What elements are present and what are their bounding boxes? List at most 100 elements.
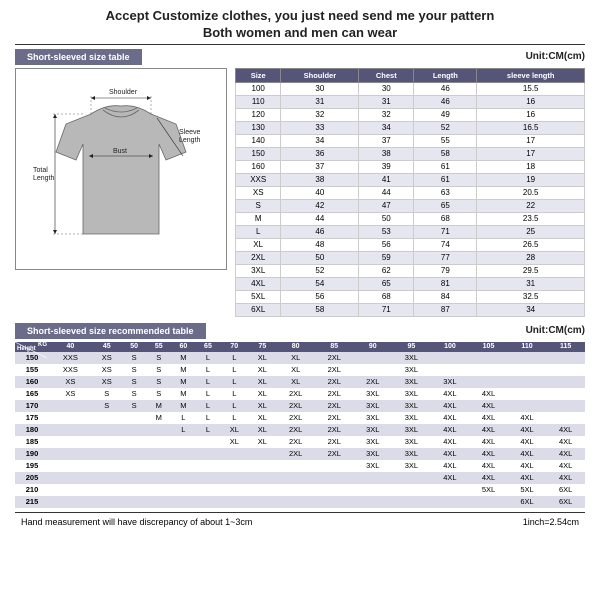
size-cell: 32.5 (477, 290, 585, 303)
size-cell: 49 (414, 108, 477, 121)
rec-cell (469, 496, 508, 508)
recommendation-table: KGHeight40455055606570758085909510010511… (15, 342, 585, 508)
size-cell: 20.5 (477, 186, 585, 199)
rec-weight-header: 50 (122, 342, 147, 352)
size-cell: 68 (414, 212, 477, 225)
size-cell: 34 (477, 303, 585, 316)
rec-cell: 4XL (508, 436, 547, 448)
rec-cell: S (122, 400, 147, 412)
rec-cell (49, 496, 92, 508)
table-row: M44506823.5 (236, 212, 585, 225)
rec-weight-header: 115 (546, 342, 585, 352)
table-row: XL48567426.5 (236, 238, 585, 251)
rec-cell: 4XL (546, 448, 585, 460)
rec-cell: M (171, 400, 196, 412)
size-table-banner: Short-sleeved size table (15, 49, 142, 65)
size-cell: 31 (359, 95, 414, 108)
rec-weight-header: 95 (392, 342, 431, 352)
size-cell: 29.5 (477, 264, 585, 277)
rec-cell: 6XL (546, 496, 585, 508)
table-row: 15036385817 (236, 147, 585, 160)
rec-cell (276, 472, 315, 484)
rec-cell: 3XL (392, 352, 431, 364)
size-table-header: Size (236, 68, 281, 82)
rec-cell (49, 424, 92, 436)
size-cell: 74 (414, 238, 477, 251)
rec-cell: L (196, 412, 221, 424)
rec-height-cell: 180 (15, 424, 49, 436)
size-cell: 32 (359, 108, 414, 121)
rec-cell: 4XL (469, 412, 508, 424)
rec-weight-header: 110 (508, 342, 547, 352)
table-row: 160XSXSSSMLLXLXL2XL2XL3XL3XL (15, 376, 585, 388)
size-cell: 58 (281, 303, 359, 316)
rec-cell (92, 412, 122, 424)
rec-cell (146, 484, 171, 496)
rec-cell: L (220, 376, 248, 388)
rec-height-cell: 165 (15, 388, 49, 400)
divider (15, 44, 585, 45)
rec-cell (49, 436, 92, 448)
rec-cell: S (122, 376, 147, 388)
rec-cell: 2XL (354, 376, 393, 388)
size-cell: M (236, 212, 281, 225)
rec-cell: L (196, 388, 221, 400)
size-cell: 81 (414, 277, 477, 290)
rec-cell: L (220, 388, 248, 400)
rec-cell: L (196, 364, 221, 376)
rec-cell: 4XL (469, 460, 508, 472)
size-cell: 16 (477, 108, 585, 121)
size-cell: 44 (281, 212, 359, 225)
size-cell: XL (236, 238, 281, 251)
rec-cell: L (196, 400, 221, 412)
rec-cell: 3XL (354, 436, 393, 448)
rec-cell: 3XL (431, 376, 470, 388)
rec-cell (276, 484, 315, 496)
rec-cell: S (146, 376, 171, 388)
rec-cell (196, 460, 221, 472)
table-row: 2105XL5XL6XL (15, 484, 585, 496)
rec-cell (354, 364, 393, 376)
svg-text:Bust: Bust (113, 148, 127, 155)
table-row: 1953XL3XL4XL4XL4XL4XL (15, 460, 585, 472)
rec-cell (546, 388, 585, 400)
svg-text:Sleeve: Sleeve (179, 129, 201, 136)
rec-cell: L (196, 376, 221, 388)
size-cell: 120 (236, 108, 281, 121)
size-cell: 55 (414, 134, 477, 147)
rec-cell: 4XL (469, 400, 508, 412)
size-cell: 30 (281, 82, 359, 95)
rec-cell (171, 484, 196, 496)
rec-cell (315, 484, 354, 496)
rec-cell (276, 460, 315, 472)
rec-cell: S (92, 400, 122, 412)
rec-height-cell: 205 (15, 472, 49, 484)
size-cell: 46 (414, 82, 477, 95)
table-row: 14034375517 (236, 134, 585, 147)
rec-cell: 4XL (431, 388, 470, 400)
size-cell: 79 (414, 264, 477, 277)
size-cell: 36 (281, 147, 359, 160)
table-row: 16037396118 (236, 160, 585, 173)
size-table-header: Length (414, 68, 477, 82)
size-cell: 28 (477, 251, 585, 264)
rec-cell: 3XL (354, 448, 393, 460)
rec-cell: 4XL (469, 424, 508, 436)
rec-cell (49, 448, 92, 460)
rec-cell (92, 484, 122, 496)
rec-cell: 3XL (392, 424, 431, 436)
table-row: 5XL56688432.5 (236, 290, 585, 303)
rec-cell: XL (276, 352, 315, 364)
size-cell: 130 (236, 121, 281, 134)
rec-cell: L (196, 352, 221, 364)
rec-cell (92, 472, 122, 484)
size-cell: 65 (414, 199, 477, 212)
size-cell: 34 (359, 121, 414, 134)
size-cell: 16.5 (477, 121, 585, 134)
rec-weight-header: 85 (315, 342, 354, 352)
rec-cell: 5XL (469, 484, 508, 496)
size-cell: 62 (359, 264, 414, 277)
rec-cell: 3XL (392, 364, 431, 376)
size-cell: 56 (281, 290, 359, 303)
rec-cell (315, 460, 354, 472)
